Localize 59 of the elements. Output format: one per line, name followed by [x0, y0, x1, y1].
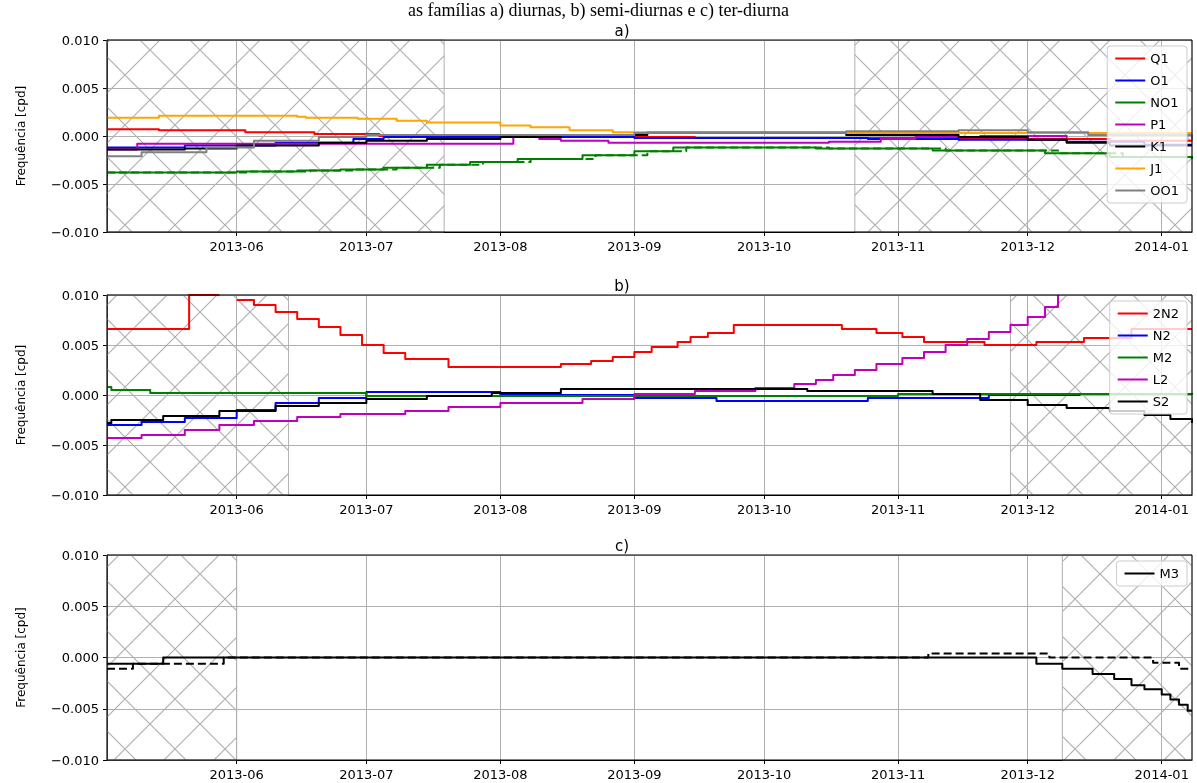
legend-label: N2: [1152, 328, 1171, 343]
chart-title: c): [614, 536, 630, 555]
legend-label: M2: [1152, 350, 1173, 365]
legend-label: P1: [1150, 117, 1167, 132]
legend-label: 2N2: [1152, 306, 1180, 321]
y-tick-label: 0.005: [61, 598, 99, 614]
legend-label: M3: [1159, 566, 1180, 581]
x-tick-label: 2013-11: [870, 767, 926, 782]
x-tick-label: 2013-12: [1000, 767, 1055, 782]
x-tick-label: 2013-12: [1000, 502, 1055, 517]
x-tick-label: 2013-10: [736, 239, 792, 254]
legend-label: L2: [1152, 372, 1169, 387]
y-axis-title: Frequência [cpd]: [14, 344, 28, 446]
legend-label: J1: [1149, 161, 1163, 176]
y-tick-label: 0.005: [61, 337, 99, 353]
x-tick-label: 2014-01: [1134, 767, 1189, 782]
x-tick-label: 2013-10: [736, 767, 792, 782]
chart-title: a): [614, 21, 630, 40]
x-tick-label: 2013-08: [473, 502, 528, 517]
x-tick-label: 2013-08: [473, 767, 528, 782]
x-tick-label: 2013-10: [736, 502, 792, 517]
y-tick-label: −0.010: [50, 752, 99, 768]
y-tick-label: 0.000: [61, 387, 99, 403]
x-tick-label: 2013-07: [339, 502, 394, 517]
legend-label: Q1: [1150, 51, 1169, 66]
y-axis-title: Frequência [cpd]: [14, 607, 28, 708]
y-tick-label: 0.005: [61, 80, 99, 96]
y-tick-label: 0.010: [61, 547, 99, 563]
x-tick-label: 2014-01: [1134, 502, 1189, 517]
x-tick-label: 2013-11: [870, 502, 926, 517]
legend-label: S2: [1152, 394, 1170, 409]
x-tick-label: 2013-08: [473, 239, 528, 254]
y-axis-title: Frequência [cpd]: [14, 85, 28, 187]
legend-label: NO1: [1150, 95, 1179, 110]
x-tick-label: 2013-06: [209, 239, 264, 254]
y-tick-label: 0.000: [61, 650, 99, 665]
y-tick-label: 0.000: [61, 128, 99, 144]
x-tick-label: 2014-01: [1134, 239, 1189, 254]
x-tick-label: 2013-09: [607, 502, 662, 517]
x-tick-label: 2013-12: [1000, 239, 1055, 254]
y-tick-label: 0.010: [61, 32, 99, 48]
x-tick-label: 2013-09: [607, 767, 662, 782]
x-tick-label: 2013-07: [339, 239, 394, 254]
x-tick-label: 2013-07: [339, 767, 394, 782]
text: as famílias a) diurnas, b) semi-diurnas e c) ter-diurna: [408, 0, 790, 21]
x-tick-label: 2013-06: [209, 767, 264, 782]
y-tick-label: −0.005: [50, 701, 99, 717]
legend-label: O1: [1150, 73, 1169, 88]
y-tick-label: −0.010: [50, 487, 99, 503]
y-tick-label: −0.010: [50, 224, 99, 240]
y-tick-label: 0.010: [61, 287, 99, 303]
y-tick-label: −0.005: [50, 437, 99, 453]
x-tick-label: 2013-06: [209, 502, 264, 517]
x-tick-label: 2013-09: [607, 239, 662, 254]
legend-label: OO1: [1150, 183, 1180, 198]
chart-title: b): [614, 276, 630, 295]
legend-label: K1: [1150, 139, 1168, 154]
y-tick-label: −0.005: [50, 176, 99, 192]
x-tick-label: 2013-11: [870, 239, 926, 254]
